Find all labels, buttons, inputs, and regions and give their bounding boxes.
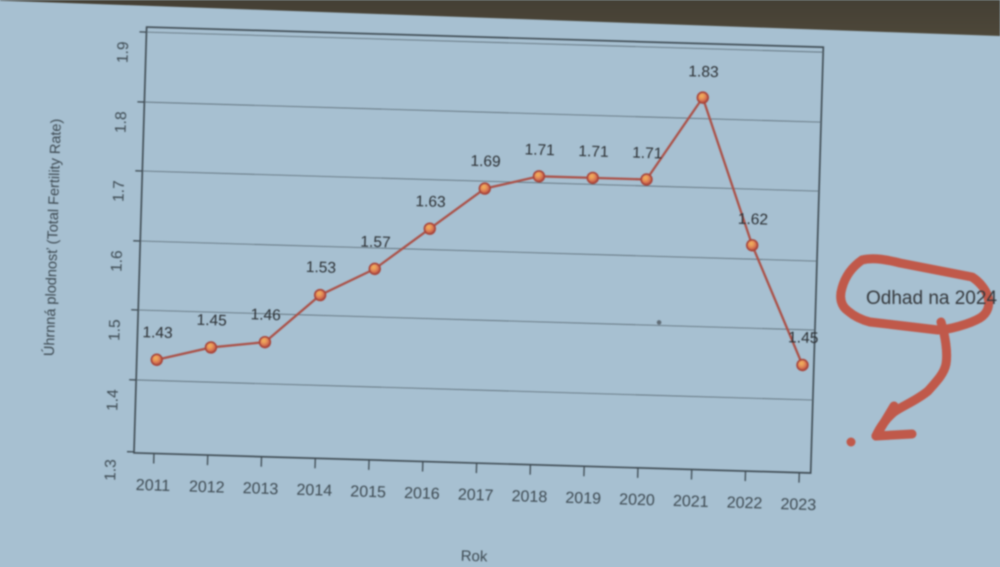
svg-text:1.45: 1.45 <box>196 312 227 330</box>
svg-text:2012: 2012 <box>189 479 225 497</box>
svg-text:1.63: 1.63 <box>415 193 446 211</box>
svg-text:1.46: 1.46 <box>250 306 281 324</box>
svg-text:2015: 2015 <box>350 483 386 501</box>
svg-text:1.3: 1.3 <box>102 459 120 481</box>
svg-text:1.69: 1.69 <box>470 153 501 171</box>
svg-text:1.83: 1.83 <box>688 63 719 81</box>
svg-text:1.45: 1.45 <box>788 329 819 347</box>
svg-text:2017: 2017 <box>458 487 494 505</box>
svg-text:2022: 2022 <box>727 495 763 513</box>
svg-text:2020: 2020 <box>619 491 655 509</box>
svg-text:1.53: 1.53 <box>306 259 337 277</box>
svg-text:2016: 2016 <box>404 485 440 503</box>
svg-text:2011: 2011 <box>136 477 171 495</box>
svg-text:2019: 2019 <box>565 490 601 508</box>
svg-text:2014: 2014 <box>296 482 332 500</box>
svg-text:1.57: 1.57 <box>360 234 391 252</box>
svg-text:Rok: Rok <box>460 548 488 566</box>
svg-text:1.43: 1.43 <box>142 324 173 342</box>
svg-text:1.71: 1.71 <box>632 145 663 163</box>
svg-text:2013: 2013 <box>243 480 279 498</box>
svg-text:1.4: 1.4 <box>104 389 122 411</box>
svg-text:1.6: 1.6 <box>108 250 126 272</box>
svg-text:1.5: 1.5 <box>106 319 124 341</box>
svg-text:1.71: 1.71 <box>578 143 609 161</box>
svg-text:1.62: 1.62 <box>738 211 769 229</box>
svg-text:1.9: 1.9 <box>115 41 133 63</box>
svg-text:1.71: 1.71 <box>524 141 555 159</box>
svg-text:2021: 2021 <box>673 493 709 511</box>
svg-text:1.8: 1.8 <box>112 111 130 133</box>
svg-text:1.7: 1.7 <box>110 180 128 202</box>
svg-text:2023: 2023 <box>780 496 816 514</box>
svg-text:2018: 2018 <box>511 488 547 506</box>
svg-text:Úhrnná plodnosť (Total Fertili: Úhrnná plodnosť (Total Fertility Rate) <box>41 118 65 356</box>
